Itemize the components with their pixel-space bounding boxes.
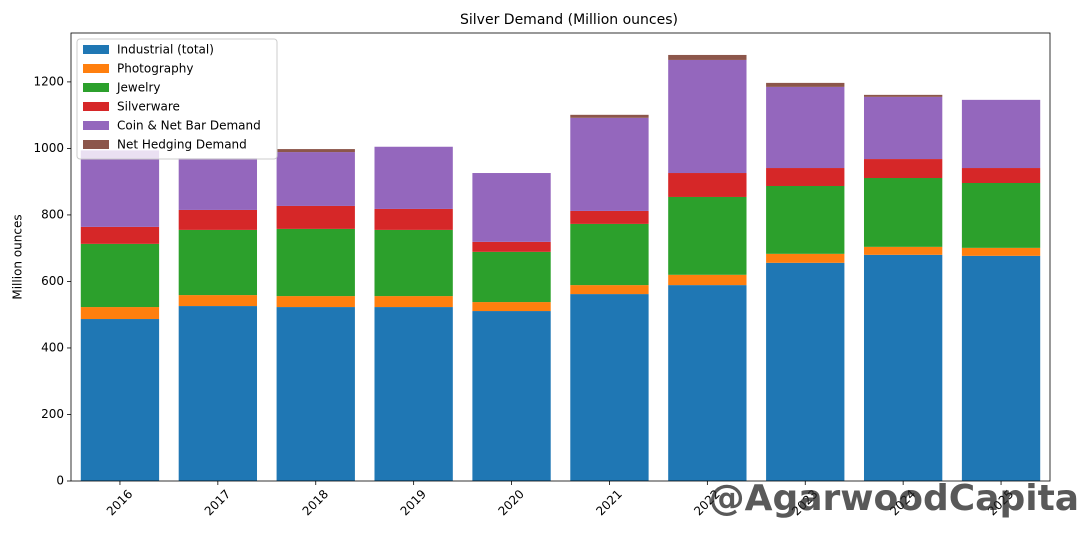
x-tick-label: 2019: [398, 487, 429, 518]
bar-segment: [668, 59, 747, 174]
bar-segment: [472, 302, 551, 312]
y-tick-label: 600: [41, 274, 64, 288]
bar-segment: [766, 185, 845, 254]
bar-segment: [961, 99, 1041, 169]
bar-segment: [374, 307, 453, 481]
y-tick-label: 1200: [33, 74, 64, 88]
legend-label: Jewelry: [116, 81, 161, 95]
bar-segment: [668, 54, 747, 60]
bar-segment: [766, 253, 845, 263]
x-tick-label: 2020: [495, 487, 526, 518]
bar-segment: [80, 226, 160, 244]
bar-segment: [178, 209, 258, 230]
y-tick-label: 200: [41, 407, 64, 421]
bar-segment: [863, 178, 943, 247]
bar-segment: [80, 319, 160, 481]
bar-segment: [863, 159, 943, 179]
bar-segment: [766, 82, 845, 87]
bar-segment: [863, 96, 943, 160]
bar-segment: [668, 285, 747, 481]
y-tick-label: 1000: [33, 141, 64, 155]
bar-segment: [80, 150, 160, 227]
bar-segment: [276, 228, 355, 297]
legend-swatch: [83, 102, 109, 111]
legend-label: Silverware: [117, 100, 180, 114]
bar-segment: [276, 296, 355, 308]
bar-segment: [570, 210, 649, 224]
bar-segment: [178, 229, 258, 296]
bar-segment: [766, 168, 845, 186]
bar-segment: [961, 182, 1041, 248]
bar-segment: [863, 246, 943, 255]
bar-segment: [570, 223, 649, 286]
chart-title: Silver Demand (Million ounces): [460, 12, 678, 28]
bar-segment: [178, 306, 258, 481]
plot-frame: [70, 32, 1051, 482]
bar-segment: [374, 229, 453, 297]
bar-segment: [276, 307, 355, 481]
y-tick-label: 0: [56, 474, 64, 488]
bar-segment: [472, 251, 551, 303]
legend-label: Photography: [117, 62, 193, 76]
bar-segment: [570, 117, 649, 211]
bar-segment: [668, 196, 747, 275]
bar-segment: [276, 152, 355, 206]
x-tick-label: 2017: [202, 487, 233, 518]
bar-segment: [570, 285, 649, 295]
bar-segment: [472, 241, 551, 252]
bar-segment: [472, 311, 551, 481]
legend-label: Coin & Net Bar Demand: [117, 119, 261, 133]
bar-segment: [668, 173, 747, 197]
bar-segment: [472, 173, 551, 242]
legend-swatch: [83, 83, 109, 92]
watermark: @AgarwoodCapital: [709, 478, 1080, 519]
bar-segment: [80, 307, 160, 320]
bar-segment: [80, 243, 160, 308]
bar-segment: [374, 208, 453, 230]
bar-segment: [863, 94, 943, 97]
y-axis-label: Million ounces: [11, 214, 25, 299]
bar-segment: [178, 295, 258, 307]
x-tick-label: 2016: [104, 487, 135, 518]
x-tick-label: 2018: [300, 487, 331, 518]
bar-segment: [961, 247, 1041, 256]
bar-segment: [766, 262, 845, 481]
bar-segment: [374, 296, 453, 308]
bar-segment: [570, 294, 649, 481]
y-tick-label: 800: [41, 207, 64, 221]
legend-swatch: [83, 121, 109, 130]
bar-segment: [668, 274, 747, 286]
bar-segment: [276, 149, 355, 153]
bar-segment: [178, 158, 258, 210]
legend-label: Net Hedging Demand: [117, 138, 247, 152]
bar-segment: [570, 114, 649, 118]
legend-swatch: [83, 64, 109, 73]
bar-segment: [276, 205, 355, 229]
bar-segment: [374, 146, 453, 209]
x-tick-label: 2021: [593, 487, 624, 518]
bar-segment: [961, 255, 1041, 481]
bar-segment: [961, 168, 1041, 183]
bar-segment: [863, 254, 943, 481]
legend-label: Industrial (total): [117, 43, 214, 57]
y-tick-label: 400: [41, 340, 64, 354]
bar-segment: [766, 86, 845, 169]
legend-box: [76, 38, 278, 160]
legend-swatch: [83, 140, 109, 149]
legend-swatch: [83, 45, 109, 54]
